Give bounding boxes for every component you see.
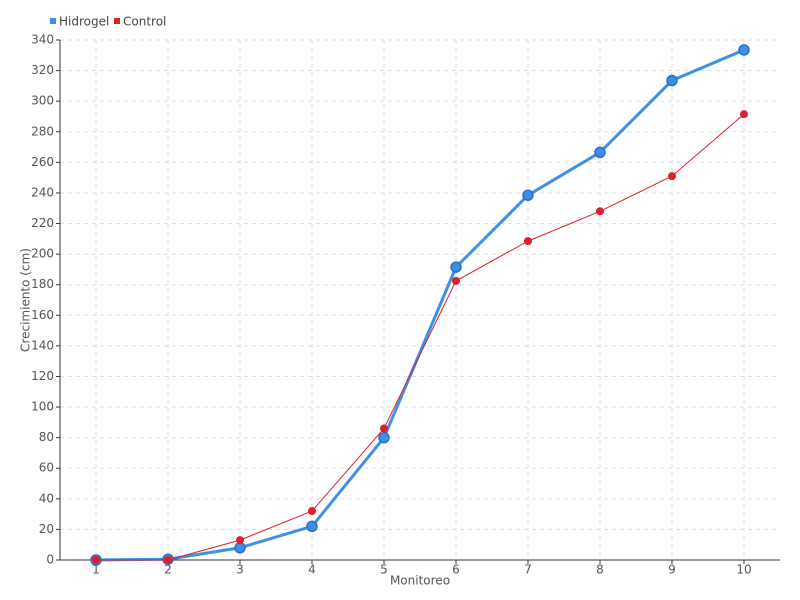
data-point	[596, 207, 604, 216]
data-point	[524, 237, 532, 246]
y-tick-label: 300	[31, 94, 54, 108]
y-tick-label: 100	[31, 400, 54, 414]
y-tick-label: 200	[31, 247, 54, 261]
legend-label: Control	[123, 15, 166, 29]
data-point	[594, 146, 606, 159]
data-point	[308, 507, 316, 516]
y-tick-label: 340	[31, 33, 54, 47]
x-tick-label: 8	[596, 563, 604, 577]
data-point	[452, 276, 460, 285]
data-point	[666, 74, 678, 87]
x-tick-label: 10	[736, 563, 751, 577]
y-tick-label: 0	[46, 553, 54, 567]
data-point	[164, 556, 172, 564]
data-point	[668, 172, 676, 181]
y-tick-label: 120	[31, 369, 54, 383]
legend-label: Hidrogel	[59, 15, 109, 29]
data-point	[522, 189, 534, 201]
x-tick-label: 7	[524, 563, 532, 577]
y-tick-label: 280	[31, 124, 54, 138]
x-tick-label: 4	[308, 563, 316, 577]
x-tick-label: 9	[668, 563, 676, 577]
x-tick-label: 6	[452, 563, 460, 577]
y-tick-label: 160	[31, 308, 54, 322]
x-tick-label: 5	[380, 563, 388, 577]
x-tick-label: 1	[92, 563, 100, 577]
data-point	[378, 431, 390, 444]
legend-swatch	[114, 18, 120, 24]
data-point	[450, 261, 462, 273]
legend-swatch	[50, 18, 56, 24]
x-axis-label: Monitoreo	[390, 574, 450, 588]
y-tick-label: 220	[31, 216, 54, 230]
y-tick-label: 40	[39, 491, 54, 505]
data-point	[234, 542, 246, 554]
data-point	[738, 44, 750, 56]
y-tick-label: 260	[31, 155, 54, 169]
data-point	[92, 556, 100, 564]
y-tick-label: 240	[31, 185, 54, 199]
x-tick-label: 3	[236, 563, 244, 577]
data-point	[740, 110, 748, 119]
data-point	[306, 520, 318, 533]
series-line	[96, 113, 745, 561]
y-tick-label: 60	[39, 461, 54, 475]
series-line	[95, 48, 745, 562]
y-tick-label: 80	[39, 430, 54, 444]
x-tick-label: 2	[164, 563, 172, 577]
y-tick-label: 140	[31, 338, 54, 352]
y-axis-label: Crecimiento (cm)	[19, 248, 33, 352]
y-tick-label: 320	[31, 63, 54, 77]
y-tick-label: 20	[39, 522, 54, 536]
data-point	[236, 536, 244, 545]
y-tick-label: 180	[31, 277, 54, 291]
data-point	[380, 424, 388, 433]
